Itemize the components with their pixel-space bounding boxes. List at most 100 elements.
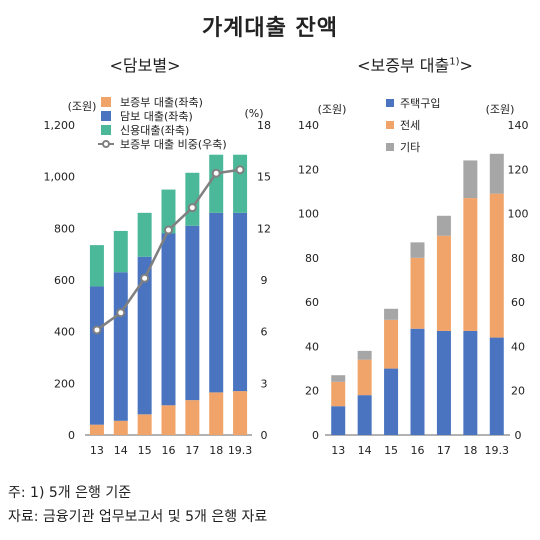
right-y2-tick-label: 20	[511, 385, 525, 398]
left-legend-marker-swatch	[102, 140, 110, 148]
right-bar-segment	[331, 381, 346, 407]
right-y2-tick-label: 140	[508, 119, 529, 132]
right-bar-segment	[357, 350, 372, 360]
left-legend-swatch	[101, 111, 111, 121]
right-bar-segment	[384, 319, 399, 369]
left-bar-segment	[233, 391, 248, 435]
right-legend-swatch	[386, 99, 394, 107]
left-x-tick-label: 14	[114, 444, 128, 457]
left-y-tick-label: 0	[68, 429, 75, 442]
left-x-tick-label: 15	[138, 444, 152, 457]
left-legend-label: 담보 대출(좌축)	[120, 110, 193, 123]
left-bar-segment	[137, 414, 152, 435]
right-x-tick-label: 17	[437, 444, 451, 457]
left-bar-segment	[185, 225, 200, 401]
right-subtitle-footnote-mark: 1)	[449, 56, 460, 68]
left-legend-label: 신용대출(좌축)	[120, 124, 189, 137]
right-y2-tick-label: 40	[511, 340, 525, 353]
right-bar-segment	[436, 215, 451, 236]
right-x-tick-label: 16	[411, 444, 425, 457]
left-bar-segment	[209, 212, 224, 393]
right-y-unit: (조원)	[318, 103, 347, 116]
right-x-tick-label: 13	[331, 444, 345, 457]
left-bar-segment	[113, 272, 128, 421]
right-bar-segment	[331, 375, 346, 382]
left-bar-segment	[209, 392, 224, 435]
left-right-tick-label: 3	[261, 377, 268, 390]
right-legend-swatch	[386, 143, 394, 151]
right-bar-segment	[489, 337, 504, 435]
right-y2-tick-label: 60	[511, 296, 525, 309]
right-bar-segment	[357, 359, 372, 396]
left-chart-subtitle: <담보별>	[109, 56, 181, 75]
left-bar-segment	[137, 256, 152, 415]
left-bar-segment	[89, 424, 104, 435]
left-share-marker	[116, 308, 126, 318]
left-share-marker	[187, 203, 197, 213]
left-right-tick-label: 15	[257, 171, 271, 184]
left-bar-segment	[161, 233, 176, 406]
left-share-marker	[211, 168, 221, 178]
left-bar-segment	[209, 154, 224, 213]
right-legend-label: 기타	[400, 141, 420, 154]
right-y-tick-label: 120	[298, 163, 319, 176]
left-y2-unit: (%)	[244, 107, 263, 120]
left-bar-segment	[113, 230, 128, 273]
left-bar-segment	[113, 420, 128, 435]
left-y-tick-label: 200	[54, 377, 75, 390]
left-x-tick-label: 19.3	[228, 444, 253, 457]
left-right-tick-label: 9	[261, 274, 268, 287]
left-x-tick-label: 18	[209, 444, 223, 457]
left-y-unit: (조원)	[68, 100, 97, 113]
right-bar-segment	[463, 198, 478, 331]
right-y2-tick-label: 100	[508, 208, 529, 221]
left-bar-segment	[161, 405, 176, 435]
source-note: 자료: 금융기관 업무보고서 및 5개 은행 자료	[8, 509, 268, 525]
right-y-tick-label: 20	[305, 385, 319, 398]
right-bar-segment	[463, 160, 478, 199]
left-legend-label: 보증부 대출 비중(우축)	[120, 138, 227, 151]
right-bar-segment	[384, 368, 399, 435]
right-bar-segment	[384, 308, 399, 320]
left-x-tick-label: 17	[185, 444, 199, 457]
right-y2-unit: (조원)	[486, 103, 515, 116]
left-y-tick-label: 800	[54, 222, 75, 235]
right-bar-segment	[331, 406, 346, 435]
right-legend-swatch	[386, 121, 394, 129]
left-bar-segment	[89, 286, 104, 425]
left-share-marker	[92, 325, 102, 335]
right-y2-tick-label: 80	[511, 252, 525, 265]
page-title: 가계대출 잔액	[201, 16, 339, 41]
right-bar-segment	[410, 328, 425, 435]
right-x-tick-label: 14	[358, 444, 372, 457]
right-bar-segment	[436, 330, 451, 435]
right-bar-segment	[410, 242, 425, 258]
right-subtitle-text: <보증부 대출	[357, 56, 450, 75]
right-bar-segment	[410, 257, 425, 329]
left-bar-segment	[233, 212, 248, 392]
right-y-tick-label: 60	[305, 296, 319, 309]
left-bar-segment	[89, 245, 104, 287]
left-right-tick-label: 18	[257, 119, 271, 132]
left-bar-segment	[161, 189, 176, 234]
right-bar-segment	[463, 330, 478, 435]
right-bar-segment	[489, 153, 504, 194]
right-x-tick-label: 18	[463, 444, 477, 457]
left-right-tick-label: 6	[261, 326, 268, 339]
left-bar-segment	[233, 154, 248, 213]
left-y-tick-label: 600	[54, 274, 75, 287]
left-legend-swatch	[101, 97, 111, 107]
right-subtitle-close: >	[459, 56, 473, 75]
right-y-tick-label: 140	[298, 119, 319, 132]
right-y2-tick-label: 120	[508, 163, 529, 176]
right-legend-label: 전세	[400, 119, 420, 132]
left-bar-segment	[137, 212, 152, 257]
right-x-tick-label: 15	[384, 444, 398, 457]
right-y-tick-label: 0	[312, 429, 319, 442]
right-bar-segment	[436, 235, 451, 331]
right-x-tick-label: 19.3	[485, 444, 510, 457]
right-y2-tick-label: 0	[515, 429, 522, 442]
left-x-tick-label: 13	[90, 444, 104, 457]
right-y-tick-label: 40	[305, 340, 319, 353]
